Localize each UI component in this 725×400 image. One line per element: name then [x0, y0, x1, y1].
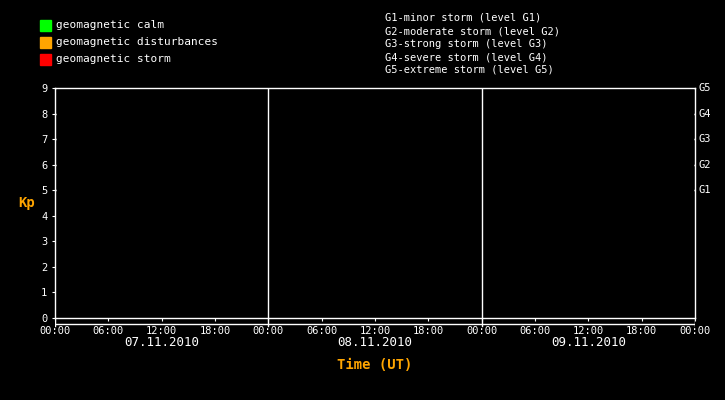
Text: G1-minor storm (level G1): G1-minor storm (level G1)	[385, 13, 542, 23]
Text: G3-strong storm (level G3): G3-strong storm (level G3)	[385, 39, 547, 49]
Text: Time (UT): Time (UT)	[337, 358, 413, 372]
Text: G2: G2	[698, 160, 710, 170]
Text: 07.11.2010: 07.11.2010	[124, 336, 199, 348]
Text: 09.11.2010: 09.11.2010	[551, 336, 626, 348]
Text: G5: G5	[698, 83, 710, 93]
Text: G4-severe storm (level G4): G4-severe storm (level G4)	[385, 52, 547, 62]
Bar	[40, 54, 51, 64]
Text: G3: G3	[698, 134, 710, 144]
Text: G1: G1	[698, 185, 710, 195]
Text: geomagnetic storm: geomagnetic storm	[56, 54, 171, 64]
Bar	[40, 20, 51, 30]
Bar	[40, 36, 51, 48]
Text: geomagnetic disturbances: geomagnetic disturbances	[56, 37, 218, 47]
Text: geomagnetic calm: geomagnetic calm	[56, 20, 164, 30]
Text: G2-moderate storm (level G2): G2-moderate storm (level G2)	[385, 26, 560, 36]
Text: 08.11.2010: 08.11.2010	[338, 336, 413, 348]
Text: G5-extreme storm (level G5): G5-extreme storm (level G5)	[385, 65, 554, 75]
Text: G4: G4	[698, 108, 710, 118]
Text: Kp: Kp	[18, 196, 35, 210]
